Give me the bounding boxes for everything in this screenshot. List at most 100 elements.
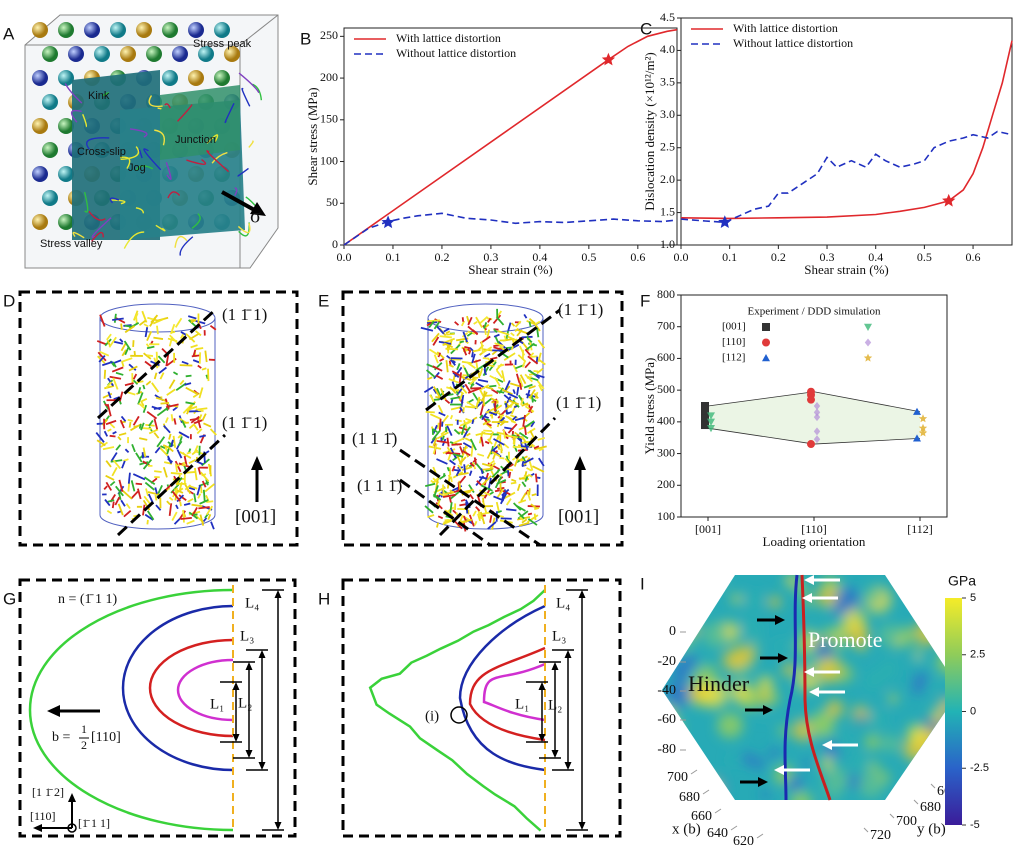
dislocation xyxy=(168,379,176,390)
length-label: L₂ xyxy=(238,695,252,711)
dislocation xyxy=(530,394,534,403)
dislocation xyxy=(438,411,446,417)
y-tick-label: 500 xyxy=(657,382,675,396)
y-axis-label: Shear stress (MPa) xyxy=(305,87,320,185)
marker xyxy=(701,421,709,430)
dislocation xyxy=(489,515,493,523)
dislocation xyxy=(528,443,534,448)
x-tick xyxy=(756,833,764,839)
dislocation xyxy=(468,484,475,493)
y-tick-label: 400 xyxy=(657,414,675,428)
dislocation xyxy=(437,352,442,358)
dislocation xyxy=(517,394,526,405)
dislocation xyxy=(190,344,198,349)
dislocation xyxy=(130,490,139,500)
dislocation xyxy=(183,455,188,466)
blob xyxy=(681,621,698,638)
dislocation xyxy=(446,425,453,437)
dislocation xyxy=(490,388,499,395)
marker xyxy=(707,418,715,426)
dislocation xyxy=(144,481,155,491)
length-label: L₁ xyxy=(515,696,529,712)
dislocation xyxy=(109,375,122,380)
dislocation xyxy=(176,449,183,459)
dislocation xyxy=(503,491,516,500)
dislocation xyxy=(437,515,444,520)
dislocation xyxy=(123,340,132,351)
dislocation xyxy=(444,398,451,405)
y-tick-label: 2.5 xyxy=(660,139,675,153)
blob xyxy=(742,752,755,765)
dislocation xyxy=(202,517,208,523)
dislocation xyxy=(168,496,174,501)
dislocation xyxy=(178,510,187,520)
dislocation xyxy=(466,315,470,324)
y-tick xyxy=(863,827,869,833)
dislocation xyxy=(429,413,442,420)
annotation: σ xyxy=(250,206,261,228)
dislocation xyxy=(142,460,150,467)
dislocation xyxy=(155,504,162,511)
dislocation xyxy=(178,431,190,439)
dislocation xyxy=(206,500,214,503)
dislocation xyxy=(454,520,463,530)
dislocation xyxy=(148,95,163,108)
dislocation xyxy=(457,464,462,470)
dislocation xyxy=(145,343,150,348)
blob xyxy=(699,779,722,800)
dislocation xyxy=(532,465,545,473)
dislocation xyxy=(499,345,506,351)
dislocation xyxy=(197,364,202,369)
dislocation xyxy=(475,396,481,408)
y-tick-label: 100 xyxy=(320,153,338,167)
blob xyxy=(868,710,888,730)
dislocation xyxy=(185,333,196,343)
atom xyxy=(32,22,48,38)
panel-label: G xyxy=(3,589,16,608)
blob xyxy=(695,594,709,608)
length-label: L₃ xyxy=(240,628,254,644)
colorbar-tick-label: 0 xyxy=(970,705,976,717)
dislocation xyxy=(463,464,466,474)
dislocation xyxy=(237,167,249,177)
annotation: Jog xyxy=(128,162,146,174)
x-axis-label: Shear strain (%) xyxy=(804,262,888,277)
dislocation xyxy=(82,113,88,128)
dislocation xyxy=(173,418,177,425)
dislocation xyxy=(459,475,467,484)
colorbar-title: GPa xyxy=(948,573,976,589)
x-tick-label: [112] xyxy=(907,522,933,536)
dislocation xyxy=(458,456,467,465)
dislocation xyxy=(113,340,124,345)
blob xyxy=(821,575,837,590)
dislocation xyxy=(154,446,161,454)
panel-label: I xyxy=(640,574,645,593)
dislocation xyxy=(160,402,170,405)
blob xyxy=(787,775,804,792)
dislocation xyxy=(493,495,505,502)
dislocation xyxy=(191,354,200,358)
dislocation xyxy=(72,231,85,239)
plane-trace xyxy=(438,416,557,537)
dislocation xyxy=(518,521,530,527)
dislocation xyxy=(138,423,142,429)
dislocation xyxy=(164,417,169,424)
dislocation xyxy=(451,370,461,377)
dislocation xyxy=(426,319,440,323)
dislocation xyxy=(98,350,110,357)
dislocation xyxy=(442,448,456,455)
dislocation xyxy=(533,513,537,521)
dislocation xyxy=(481,346,493,354)
dislocation xyxy=(117,503,124,516)
y-tick-label: 100 xyxy=(657,509,675,523)
dislocation xyxy=(460,423,466,436)
dislocation xyxy=(128,421,132,428)
dislocation xyxy=(184,382,192,386)
y-tick-label: 1.0 xyxy=(660,237,675,251)
dislocation xyxy=(524,420,535,428)
dislocation xyxy=(118,492,122,500)
dislocation xyxy=(166,388,176,396)
dislocation xyxy=(524,348,532,356)
dislocation xyxy=(132,379,139,385)
